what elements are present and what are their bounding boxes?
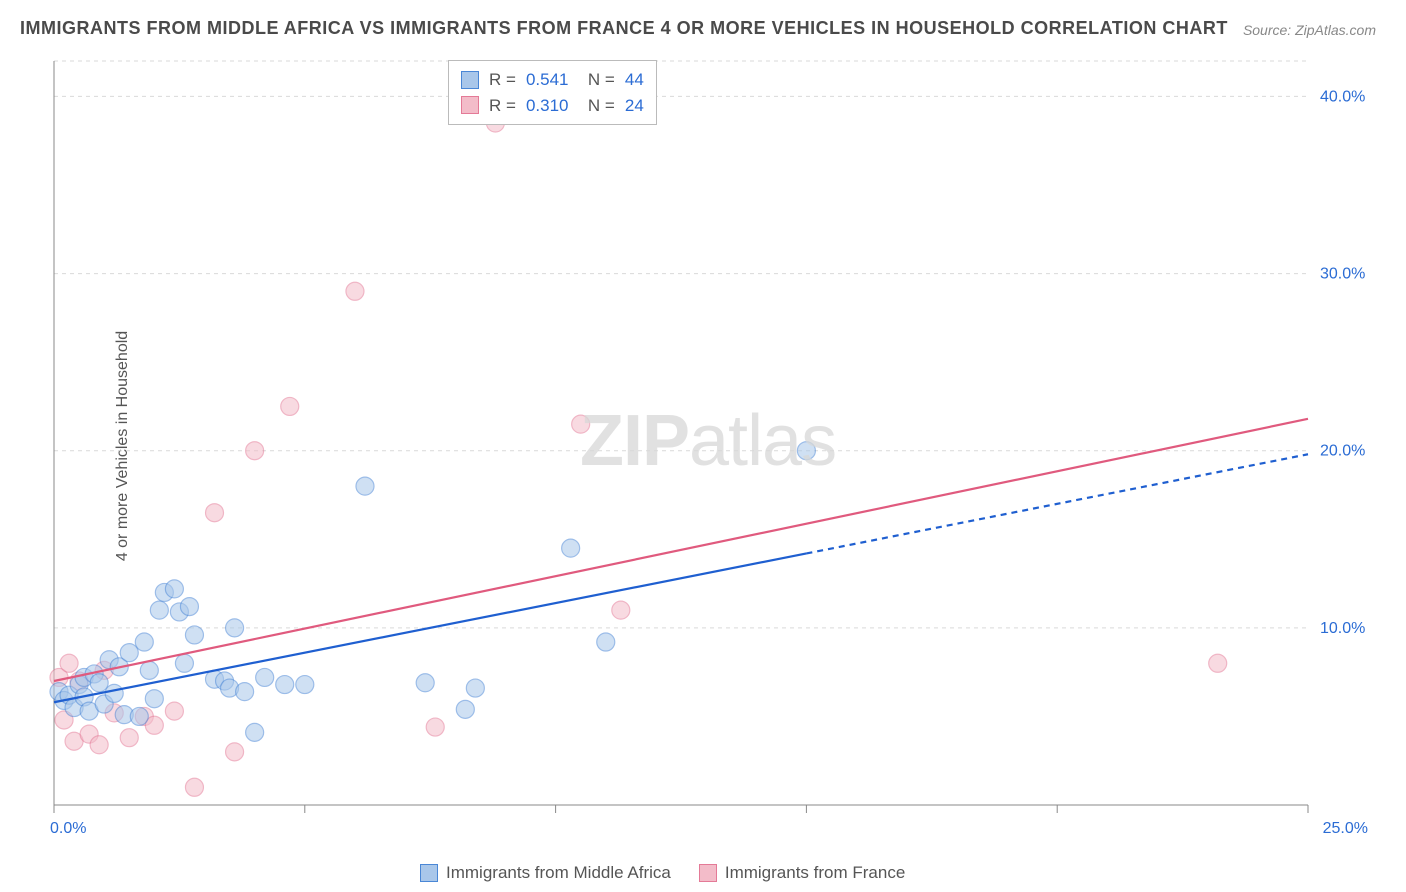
data-point [120,729,138,747]
data-point [145,690,163,708]
data-point [165,580,183,598]
stats-row: R = 0.541 N = 44 [461,67,644,93]
data-point [185,778,203,796]
data-point [165,702,183,720]
stat-r-label: R = [489,67,516,93]
bottom-legend: Immigrants from Middle Africa Immigrants… [420,863,905,883]
data-point [140,661,158,679]
legend-item: Immigrants from Middle Africa [420,863,671,883]
stats-row: R = 0.310 N = 24 [461,93,644,119]
trend-line-extrapolated [806,454,1308,553]
legend-swatch [461,71,479,89]
data-point [256,668,274,686]
legend-label: Immigrants from France [725,863,905,883]
data-point [426,718,444,736]
stat-n-value: 24 [625,93,644,119]
data-point [90,736,108,754]
legend-swatch [699,864,717,882]
data-point [562,539,580,557]
stat-r-label: R = [489,93,516,119]
data-point [226,619,244,637]
data-point [105,684,123,702]
data-point [60,654,78,672]
data-point [135,633,153,651]
x-tick-label: 25.0% [1323,820,1368,837]
stat-r-value: 0.310 [526,93,569,119]
data-point [150,601,168,619]
data-point [296,676,314,694]
y-tick-label: 20.0% [1320,443,1365,460]
data-point [175,654,193,672]
source-prefix: Source: [1243,22,1295,38]
data-point [206,504,224,522]
data-point [572,415,590,433]
y-tick-label: 10.0% [1320,620,1365,637]
stat-n-label: N = [578,93,614,119]
trend-line [54,419,1308,681]
stat-r-value: 0.541 [526,67,569,93]
data-point [246,723,264,741]
data-point [185,626,203,644]
data-point [130,707,148,725]
data-point [356,477,374,495]
data-point [236,683,254,701]
data-point [246,442,264,460]
source-link[interactable]: ZipAtlas.com [1295,22,1376,38]
chart-title: IMMIGRANTS FROM MIDDLE AFRICA VS IMMIGRA… [20,18,1228,39]
data-point [1209,654,1227,672]
legend-swatch [461,96,479,114]
data-point [276,676,294,694]
correlation-stats-box: R = 0.541 N = 44 R = 0.310 N = 24 [448,60,657,125]
data-point [466,679,484,697]
data-point [416,674,434,692]
legend-swatch [420,864,438,882]
data-point [180,598,198,616]
data-point [597,633,615,651]
stat-n-value: 44 [625,67,644,93]
data-point [90,674,108,692]
legend-item: Immigrants from France [699,863,905,883]
data-point [281,397,299,415]
data-point [120,644,138,662]
scatter-chart: 10.0% 20.0% 30.0% 40.0% 0.0% 25.0% [48,55,1378,845]
y-tick-label: 30.0% [1320,266,1365,283]
legend-label: Immigrants from Middle Africa [446,863,671,883]
x-tick-label: 0.0% [50,820,86,837]
data-point [456,700,474,718]
data-point [346,282,364,300]
data-point [226,743,244,761]
source-attribution: Source: ZipAtlas.com [1243,22,1376,38]
data-point [612,601,630,619]
y-tick-label: 40.0% [1320,88,1365,105]
stat-n-label: N = [578,67,614,93]
data-point [797,442,815,460]
